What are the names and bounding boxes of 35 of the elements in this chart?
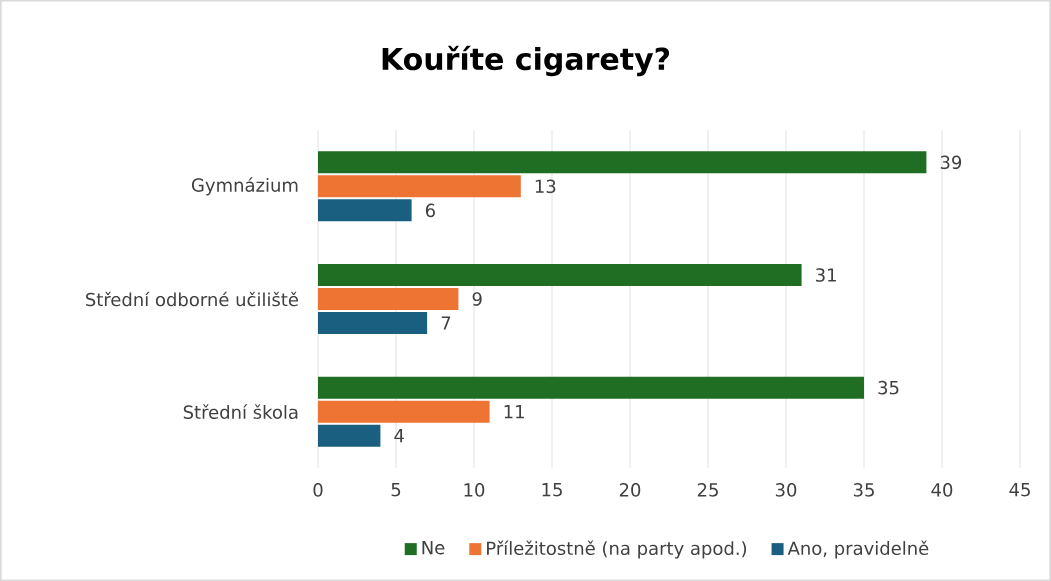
x-tick-label: 40 [931, 483, 953, 497]
x-tick-label: 15 [542, 483, 562, 497]
y-tick-label: Střední odborné učiliště [86, 291, 299, 307]
data-label: 6 [425, 203, 435, 218]
data-label: 11 [504, 405, 524, 419]
bar [318, 376, 864, 399]
data-label: 35 [878, 380, 899, 395]
x-tick-label: 35 [853, 483, 874, 497]
legend-label: Ano, pravidelně [787, 540, 929, 559]
data-label: 4 [394, 429, 404, 443]
bar [318, 424, 381, 447]
x-tick-label: 10 [464, 483, 485, 497]
y-tick-label: Střední škola [183, 404, 298, 419]
x-tick-label: 30 [775, 483, 797, 497]
x-tick-label: 5 [391, 483, 401, 497]
bar [318, 311, 428, 334]
bar [318, 400, 490, 423]
y-tick-label: Gymnázium [191, 177, 298, 196]
data-label: 7 [441, 316, 451, 330]
legend-label: Příležitostně (na party apod.) [487, 540, 747, 559]
legend-label: Ne [422, 541, 445, 555]
bar [318, 287, 459, 310]
data-label: 9 [472, 292, 482, 306]
x-tick-label: 25 [697, 483, 718, 497]
x-tick-label: 20 [619, 483, 641, 497]
bar [318, 175, 521, 198]
chart-title: Kouříte cigarety? [382, 45, 670, 77]
data-label: 31 [816, 268, 836, 282]
data-label: 13 [535, 179, 556, 194]
x-tick-label: 0 [313, 483, 323, 497]
bar [318, 151, 927, 174]
data-label: 39 [940, 155, 962, 170]
bar [318, 263, 802, 286]
x-tick-label: 45 [1009, 483, 1030, 497]
bar [318, 199, 412, 222]
